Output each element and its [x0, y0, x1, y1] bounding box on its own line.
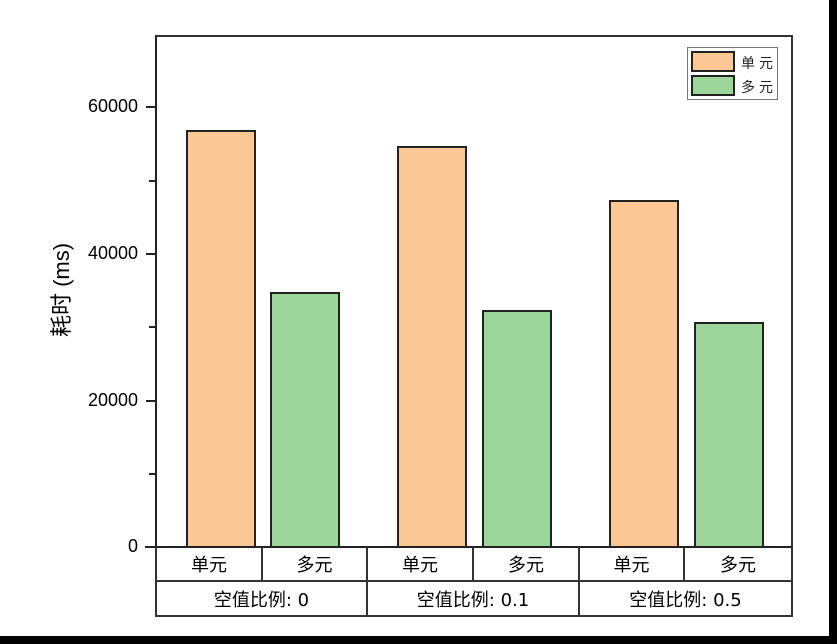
legend: 单元 多元 [687, 47, 778, 100]
bar-single-group-0 [186, 130, 256, 548]
legend-swatch-multi [691, 75, 735, 96]
y-minor-tick [149, 326, 156, 328]
y-major-tick [146, 106, 156, 108]
x-axis-baseline [145, 546, 793, 548]
bar-single-group-1 [397, 146, 467, 548]
x-cat-label: 单元 [580, 547, 685, 582]
legend-label-multi: 多元 [741, 80, 777, 96]
y-major-tick [146, 253, 156, 255]
image-border-bottom [0, 636, 837, 644]
x-group-label: 空值比例: 0.5 [580, 582, 793, 617]
x-cat-label: 多元 [685, 547, 793, 582]
plot-area [155, 35, 793, 547]
x-axis-category-table: 单元 多元 单元 多元 单元 多元 空值比例: 0 空值比例: 0.1 空值比例… [155, 547, 793, 617]
y-tick-label-0: 0 [127, 536, 138, 556]
y-major-tick [146, 400, 156, 402]
legend-label-single: 单元 [741, 56, 777, 72]
y-tick-label-40000: 40000 [87, 243, 138, 263]
bar-multi-group-0 [270, 292, 340, 548]
x-cat-label: 单元 [155, 547, 263, 582]
x-cat-label: 单元 [368, 547, 474, 582]
x-cat-label: 多元 [474, 547, 580, 582]
x-cat-label: 多元 [263, 547, 368, 582]
image-border-right [829, 0, 837, 644]
bar-single-group-2 [609, 200, 679, 548]
legend-swatch-single [691, 51, 735, 72]
y-tick-label-60000: 60000 [87, 96, 138, 116]
y-minor-tick [149, 180, 156, 182]
bar-multi-group-2 [694, 322, 764, 548]
x-group-label: 空值比例: 0.1 [368, 582, 580, 617]
y-minor-tick [149, 473, 156, 475]
y-tick-label-20000: 20000 [87, 390, 138, 410]
x-group-label: 空值比例: 0 [155, 582, 368, 617]
bar-multi-group-1 [482, 310, 552, 548]
